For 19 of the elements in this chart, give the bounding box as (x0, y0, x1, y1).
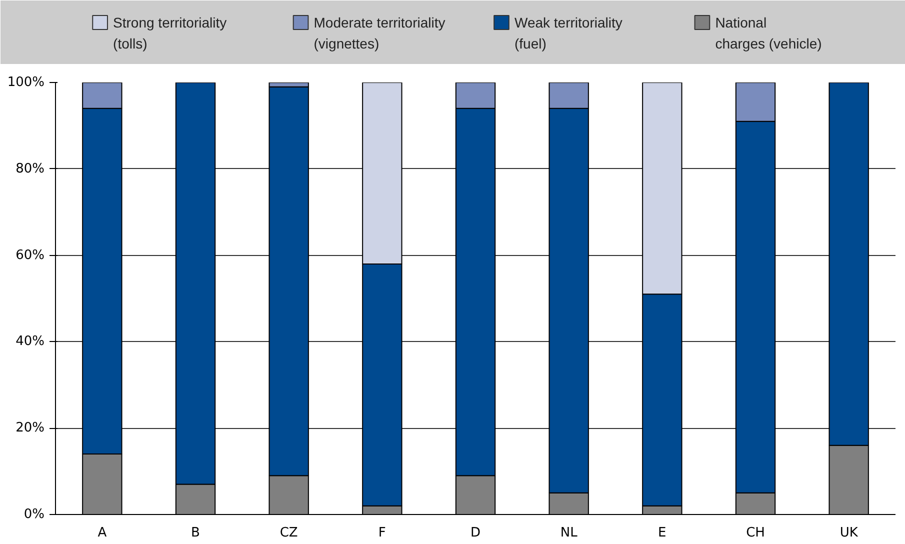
x-tick-label: F (378, 526, 386, 540)
x-tick-label: NL (560, 526, 578, 540)
x-tick-label: A (98, 526, 107, 540)
x-tick-label: D (470, 526, 481, 540)
legend-label: Strong territoriality (tolls) (113, 14, 227, 52)
legend-label: National charges (vehicle) (715, 14, 822, 52)
y-tick-label: 60% (16, 248, 45, 263)
x-tick-label: CH (746, 526, 765, 540)
legend-label: Moderate territoriality (vignettes) (314, 14, 446, 52)
x-tick-label: CZ (280, 526, 298, 540)
x-tick-label: E (658, 526, 666, 540)
y-tick-label: 20% (16, 420, 45, 436)
y-tick-label: 100% (7, 75, 45, 90)
legend-label: Weak territoriality (fuel) (514, 14, 622, 52)
x-tick-label: UK (840, 526, 858, 540)
x-tick-label: B (191, 526, 200, 540)
y-tick-label: 40% (16, 334, 45, 350)
y-tick-label: 80% (16, 161, 45, 176)
y-tick-label: 0% (24, 507, 44, 522)
